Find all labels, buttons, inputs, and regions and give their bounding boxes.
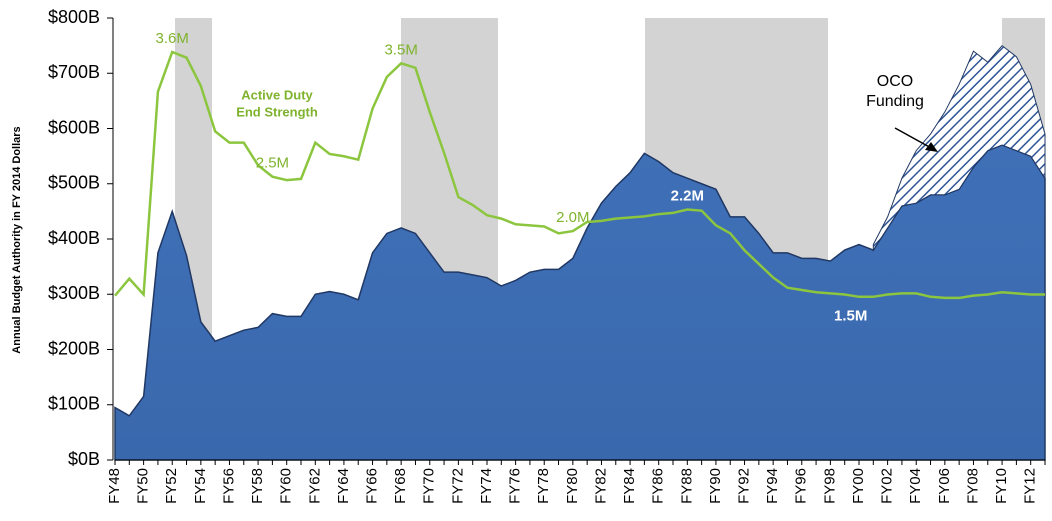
x-tick-label: FY00 bbox=[850, 468, 867, 504]
x-tick-label: FY04 bbox=[907, 468, 924, 504]
x-tick-label: FY10 bbox=[993, 468, 1010, 504]
y-tick-label: $700B bbox=[48, 62, 100, 82]
x-tick-label: FY50 bbox=[135, 468, 152, 504]
x-tick-label: FY68 bbox=[392, 468, 409, 504]
oco-arrow bbox=[894, 127, 934, 150]
y-axis-label: Annual Budget Authority in FY 2014 Dolla… bbox=[11, 126, 23, 353]
x-tick-label: FY60 bbox=[278, 468, 295, 504]
x-tick-label: FY72 bbox=[449, 468, 466, 504]
value-label: 1.5M bbox=[834, 308, 867, 325]
x-tick-label: FY84 bbox=[621, 468, 638, 504]
annotation: Active Duty bbox=[241, 87, 313, 102]
x-tick-label: FY56 bbox=[220, 468, 237, 504]
oco-arrowhead bbox=[925, 142, 938, 152]
x-tick-label: FY54 bbox=[192, 468, 209, 504]
value-label: 2.2M bbox=[671, 188, 704, 205]
x-tick-label: FY82 bbox=[592, 468, 609, 504]
x-tick-label: FY74 bbox=[478, 468, 495, 504]
y-tick-label: $400B bbox=[48, 228, 100, 248]
value-label: 3.5M bbox=[384, 41, 417, 58]
y-tick-label: $200B bbox=[48, 338, 100, 358]
y-tick-label: $0B bbox=[68, 449, 100, 469]
x-tick-label: FY80 bbox=[564, 468, 581, 504]
y-tick-label: $800B bbox=[48, 7, 100, 27]
x-tick-label: FY92 bbox=[736, 468, 753, 504]
x-tick-label: FY98 bbox=[821, 468, 838, 504]
y-tick-label: $500B bbox=[48, 173, 100, 193]
x-tick-label: FY08 bbox=[964, 468, 981, 504]
x-tick-label: FY90 bbox=[707, 468, 724, 504]
x-tick-label: FY70 bbox=[421, 468, 438, 504]
x-tick-label: FY64 bbox=[335, 468, 352, 504]
x-tick-label: FY86 bbox=[650, 468, 667, 504]
y-tick-label: $100B bbox=[48, 394, 100, 414]
end-strength-line bbox=[114, 50, 1045, 300]
x-tick-label: FY52 bbox=[163, 468, 180, 504]
value-label: 2.0M bbox=[556, 209, 589, 226]
x-tick-label: FY96 bbox=[793, 468, 810, 504]
value-label: 2.5M bbox=[256, 155, 289, 172]
annotation: End Strength bbox=[236, 104, 318, 119]
annotation: Funding bbox=[866, 93, 924, 110]
oco-area bbox=[872, 44, 1046, 252]
x-tick-label: FY12 bbox=[1022, 468, 1039, 504]
x-tick-label: FY66 bbox=[364, 468, 381, 504]
x-tick-label: FY06 bbox=[936, 468, 953, 504]
annotation: OCO bbox=[877, 73, 913, 90]
x-tick-label: FY48 bbox=[106, 468, 123, 504]
x-tick-label: FY76 bbox=[507, 468, 524, 504]
y-tick-label: $300B bbox=[48, 283, 100, 303]
x-tick-label: FY78 bbox=[535, 468, 552, 504]
x-tick-label: FY62 bbox=[306, 468, 323, 504]
x-tick-label: FY94 bbox=[764, 468, 781, 504]
x-tick-label: FY58 bbox=[249, 468, 266, 504]
value-label: 3.6M bbox=[156, 30, 189, 47]
y-tick-label: $600B bbox=[48, 117, 100, 137]
x-tick-label: FY02 bbox=[879, 468, 896, 504]
x-tick-label: FY88 bbox=[678, 468, 695, 504]
